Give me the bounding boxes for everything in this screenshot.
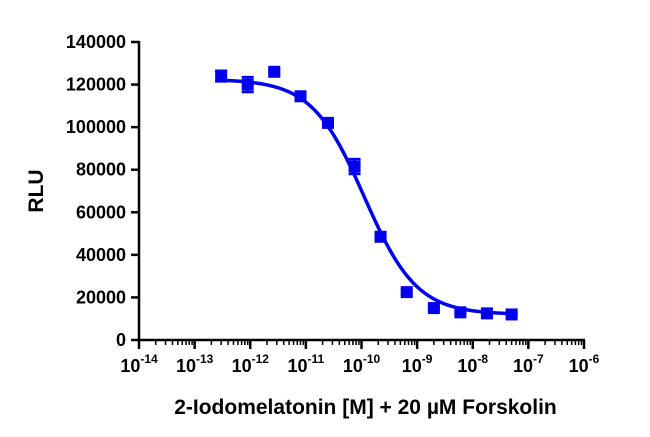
data-point: [268, 65, 281, 78]
data-point: [322, 116, 335, 129]
data-point: [505, 308, 518, 321]
x-tick-label: 10-6: [569, 352, 600, 376]
data-point: [348, 160, 361, 173]
data-point: [454, 306, 467, 319]
data-point: [400, 286, 413, 299]
data-point: [427, 302, 440, 315]
data-point: [480, 307, 493, 320]
x-tick-label: 10-9: [402, 352, 433, 376]
x-tick-label: 10-12: [232, 352, 270, 376]
plot-area: [215, 65, 518, 321]
x-tick-label: 10-13: [176, 352, 214, 376]
y-tick-label: 0: [116, 330, 126, 350]
x-tick-label: 10-14: [120, 352, 158, 376]
y-tick-label: 120000: [66, 75, 126, 95]
fit-curve: [221, 78, 512, 316]
y-tick-label: 140000: [66, 32, 126, 52]
data-point: [294, 90, 307, 103]
y-tick-label: 100000: [66, 117, 126, 137]
data-point: [241, 78, 254, 91]
x-tick-label: 10-8: [457, 352, 488, 376]
data-point: [374, 230, 387, 243]
axes: 0 20000 40000 60000 80000 100000 120000 140000 1…: [66, 32, 600, 376]
x-tick-label: 10-7: [513, 352, 544, 376]
data-point: [215, 70, 228, 83]
x-axis-title: 2-Iodomelatonin [M] + 20 µM Forskolin: [174, 396, 557, 419]
y-axis-title: RLU: [25, 169, 48, 212]
x-tick-label: 10-10: [343, 352, 381, 376]
y-tick-label: 40000: [76, 245, 126, 265]
y-tick-label: 20000: [76, 287, 126, 307]
y-tick-label: 60000: [76, 202, 126, 222]
x-tick-label: 10-11: [288, 352, 325, 376]
y-tick-label: 80000: [76, 160, 126, 180]
